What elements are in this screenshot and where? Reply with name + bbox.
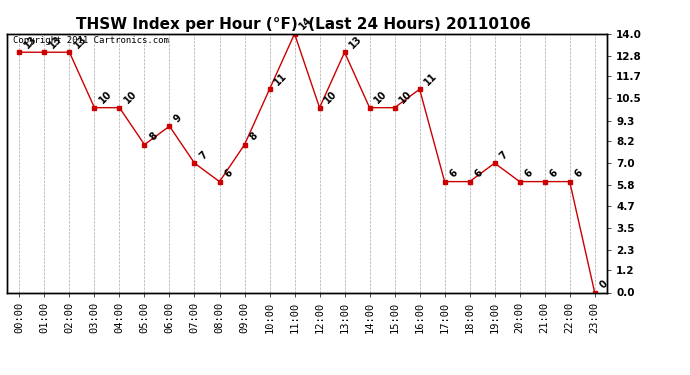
- Text: 6: 6: [473, 168, 484, 180]
- Text: 7: 7: [497, 149, 509, 161]
- Text: 6: 6: [547, 168, 560, 180]
- Text: 10: 10: [97, 89, 114, 105]
- Text: 11: 11: [273, 70, 289, 87]
- Text: 0: 0: [598, 279, 609, 290]
- Text: 14: 14: [297, 15, 314, 32]
- Text: 6: 6: [447, 168, 460, 180]
- Text: 10: 10: [122, 89, 139, 105]
- Text: 10: 10: [397, 89, 414, 105]
- Text: 7: 7: [197, 149, 209, 161]
- Text: 8: 8: [147, 130, 159, 142]
- Text: 13: 13: [72, 33, 89, 50]
- Text: 13: 13: [47, 33, 63, 50]
- Text: Copyright 2011 Cartronics.com: Copyright 2011 Cartronics.com: [13, 36, 169, 45]
- Text: 6: 6: [222, 168, 234, 180]
- Text: THSW Index per Hour (°F)  (Last 24 Hours) 20110106: THSW Index per Hour (°F) (Last 24 Hours)…: [76, 17, 531, 32]
- Text: 6: 6: [522, 168, 534, 180]
- Text: 9: 9: [172, 112, 184, 124]
- Text: 11: 11: [422, 70, 439, 87]
- Text: 10: 10: [322, 89, 339, 105]
- Text: 13: 13: [22, 33, 39, 50]
- Text: 13: 13: [347, 33, 364, 50]
- Text: 8: 8: [247, 130, 259, 142]
- Text: 10: 10: [373, 89, 389, 105]
- Text: 6: 6: [573, 168, 584, 180]
